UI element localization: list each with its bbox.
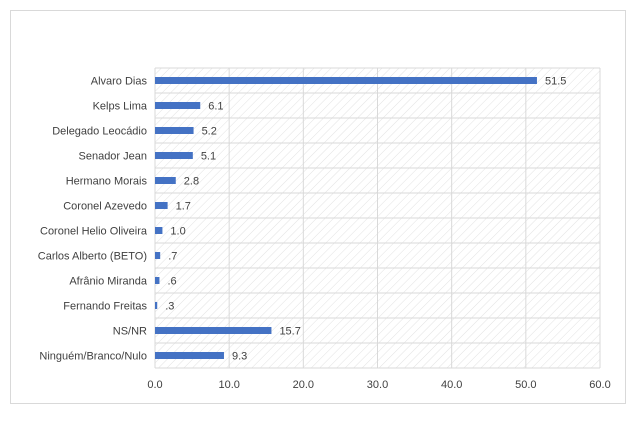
category-label: Ninguém/Branco/Nulo [39, 351, 147, 363]
bar [155, 127, 194, 134]
bar [155, 352, 224, 359]
x-tick-label: 40.0 [441, 379, 462, 391]
bar [155, 177, 176, 184]
category-label: Carlos Alberto (BETO) [38, 251, 147, 263]
value-label: 9.3 [232, 351, 247, 363]
category-label: Delegado Leocádio [52, 126, 147, 138]
bar [155, 102, 201, 109]
bar [155, 327, 272, 334]
category-label: Coronel Helio Oliveira [40, 226, 148, 238]
bar [155, 277, 160, 284]
x-tick-label: 10.0 [218, 379, 239, 391]
category-label: Afrânio Miranda [69, 276, 148, 288]
x-tick-label: 30.0 [367, 379, 388, 391]
category-label: Fernando Freitas [63, 301, 147, 313]
x-tick-label: 20.0 [293, 379, 314, 391]
value-label: .6 [167, 276, 176, 288]
bar [155, 252, 161, 259]
bar [155, 77, 537, 84]
bar [155, 202, 168, 209]
value-label: 51.5 [545, 76, 566, 88]
category-label: NS/NR [113, 326, 147, 338]
x-tick-label: 0.0 [147, 379, 162, 391]
bar [155, 227, 163, 234]
value-label: 2.8 [184, 176, 199, 188]
value-label: .3 [165, 301, 174, 313]
category-label: Kelps Lima [93, 101, 148, 113]
x-tick-label: 60.0 [589, 379, 610, 391]
value-label: .7 [168, 251, 177, 263]
value-label: 5.1 [201, 151, 216, 163]
bar [155, 152, 193, 159]
category-label: Alvaro Dias [91, 76, 148, 88]
x-tick-label: 50.0 [515, 379, 536, 391]
category-label: Coronel Azevedo [63, 201, 147, 213]
bar [155, 302, 158, 309]
category-label: Hermano Morais [66, 176, 148, 188]
value-label: 1.0 [170, 226, 185, 238]
value-label: 6.1 [208, 101, 223, 113]
value-label: 15.7 [279, 326, 300, 338]
value-label: 5.2 [202, 126, 217, 138]
value-label: 1.7 [176, 201, 191, 213]
category-label: Senador Jean [79, 151, 148, 163]
